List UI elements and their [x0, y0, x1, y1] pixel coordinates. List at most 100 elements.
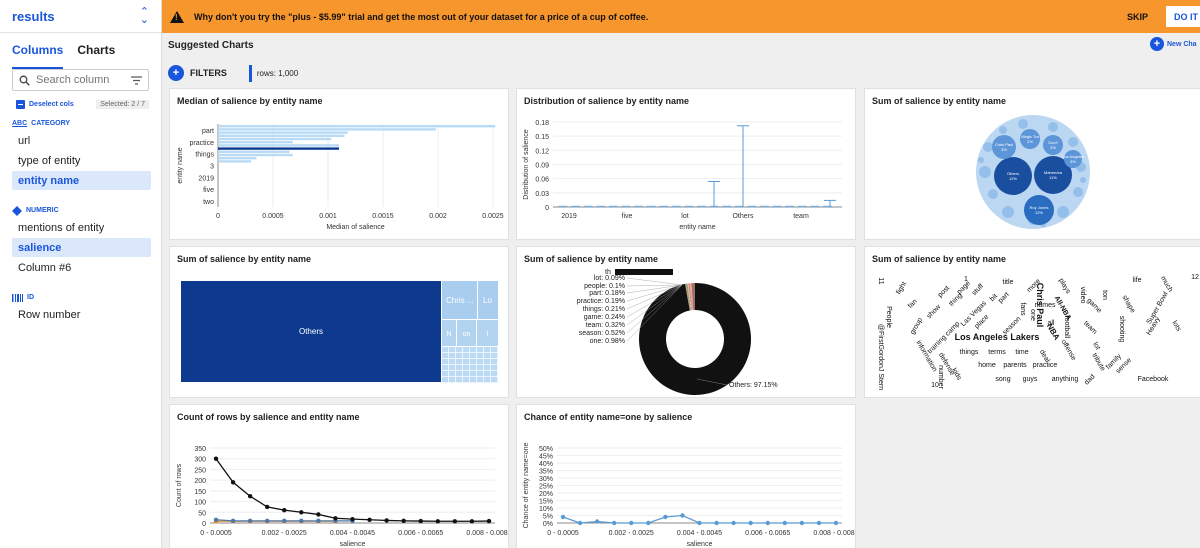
donut-slice [691, 283, 695, 311]
word: 11 [877, 277, 884, 284]
leader-line [626, 284, 683, 294]
box [621, 205, 631, 208]
do-it-button[interactable]: DO IT [1166, 6, 1200, 27]
treemap-cell [442, 281, 477, 319]
deselect-checkbox-icon[interactable] [16, 99, 25, 109]
bar [218, 131, 348, 134]
y-tick-label: 100 [194, 500, 206, 507]
treemap-label: l [487, 331, 489, 338]
y-tick-label: 0.15 [535, 134, 549, 141]
treemap-label: N [446, 331, 451, 338]
search-input[interactable] [36, 74, 125, 86]
column-item-type-of-entity[interactable]: type of entity [18, 154, 81, 167]
word: ton [1101, 290, 1108, 300]
y-tick-label: 35% [539, 469, 553, 476]
dataset-title[interactable]: results [12, 8, 55, 24]
data-point [714, 520, 719, 526]
treemap-cell [477, 320, 498, 346]
chart-card[interactable]: Count of rows by salience and entity nam… [169, 404, 509, 548]
column-item-entity-name[interactable]: entity name [12, 171, 151, 190]
word: things [960, 349, 979, 356]
chance-line-chart: 0%5%10%15%20%25%30%35%40%45%50% 0 - 0.000… [523, 442, 855, 548]
treemap-cell [463, 353, 470, 359]
x-tick-label: 0.004 - 0.0045 [330, 530, 375, 537]
donut-slice [684, 283, 690, 311]
treemap-cell [477, 365, 484, 371]
word: stuff [971, 283, 985, 297]
skip-button[interactable]: SKIP [1126, 11, 1148, 22]
sidebar: results ⌃⌄ Columns Charts Deselect cols … [0, 0, 162, 548]
word: home [978, 362, 996, 369]
bubble-label: 3% [1001, 147, 1007, 152]
word: plays [1057, 277, 1071, 295]
box [659, 205, 668, 208]
filters-button[interactable]: FILTERS [190, 68, 227, 78]
treemap-cell [484, 371, 491, 377]
small-bubble [1002, 206, 1014, 218]
box [697, 205, 706, 208]
count-line-chart: 0 50 100 150 200 250 300 350 0 - 0.0005 0.002 - 0… [176, 446, 508, 548]
word: offense [1060, 339, 1078, 362]
search-icon [19, 75, 30, 86]
chart-title: Chance of entity name=one by salience [524, 412, 693, 422]
word: show [926, 303, 943, 320]
chart-card[interactable]: Sum of salience by entity name Los Angel… [864, 246, 1200, 398]
column-item-mentions-of-entity[interactable]: mentions of entity [18, 221, 105, 234]
box [646, 205, 656, 208]
dataset-select-icon[interactable]: ⌃ ⌄ [139, 6, 149, 26]
column-item-url[interactable]: url [18, 134, 31, 147]
chart-card[interactable]: Sum of salience by entity name lot: 0.09… [516, 246, 856, 398]
deselect-cols-button[interactable]: Deselect cols [16, 99, 74, 109]
treemap-cell [442, 377, 449, 383]
chart-title: Distribution of salience by entity name [524, 96, 690, 106]
y-tick-label: 10% [539, 506, 553, 513]
bar [218, 160, 251, 163]
x-tick-label: 0.0005 [262, 213, 284, 220]
bar [218, 128, 436, 131]
leader-line [626, 284, 683, 310]
treemap-cell [456, 377, 463, 383]
filter-list-icon[interactable] [131, 75, 142, 85]
column-item-salience[interactable]: salience [12, 238, 151, 257]
x-tick-label: 0 - 0.0005 [200, 530, 232, 537]
word: game [1085, 297, 1102, 314]
add-filter-icon[interactable]: + [168, 65, 184, 81]
chart-card[interactable]: Sum of salience by entity name Others Chr… [169, 246, 509, 398]
donut-slice [687, 283, 692, 311]
chart-card[interactable]: Sum of salience by entity name Others 12%… [864, 88, 1200, 240]
y-tick-label: 50 [198, 510, 206, 517]
bubble-label: Los Angeles [1062, 154, 1084, 159]
small-bubble [999, 126, 1007, 134]
column-item-row-number[interactable]: Row number [18, 308, 81, 321]
donut-slice [686, 283, 692, 311]
chart-card[interactable]: Distribution of salience by entity name … [516, 88, 856, 240]
data-point [384, 518, 389, 523]
bubble-label: Chris Paul [995, 142, 1014, 147]
x-tick-label: 0.001 [319, 213, 337, 220]
word: much [1159, 275, 1174, 293]
distribution-box-chart: 0 0.03 0.06 0.09 0.12 0.15 0.18 2019 five lot Othe… [523, 120, 842, 231]
word: Facebook [1138, 376, 1169, 383]
column-item-column-6[interactable]: Column #6 [18, 261, 72, 274]
bubble-label: Don't [1048, 140, 1058, 145]
treemap-cell [477, 347, 484, 353]
y-tick-label: 0.09 [535, 163, 549, 170]
treemap-cell [456, 371, 463, 377]
chart-title: Count of rows by salience and entity nam… [177, 412, 360, 422]
new-chart-button[interactable]: + New Cha [1150, 37, 1197, 51]
y-tick-label: 3 [210, 164, 214, 171]
tab-charts[interactable]: Charts [77, 43, 116, 57]
data-point [333, 516, 338, 521]
treemap-cell [456, 353, 463, 359]
treemap-cell [477, 353, 484, 359]
data-point [282, 518, 287, 524]
treemap-cell [470, 353, 477, 359]
chart-card[interactable]: Median of salience by entity name 0 0.000… [169, 88, 509, 240]
x-tick-label: 0.006 - 0.0065 [398, 530, 443, 537]
word: @FirstGordonJ Stern [877, 324, 884, 390]
small-bubble [1048, 122, 1058, 132]
chart-card[interactable]: Chance of entity name=one by salience 0%… [516, 404, 856, 548]
donut-chart: lot: 0.09%people: 0.1%part: 0.18%practic… [577, 269, 778, 395]
tab-columns[interactable]: Columns [12, 43, 64, 69]
word: People [885, 306, 892, 328]
